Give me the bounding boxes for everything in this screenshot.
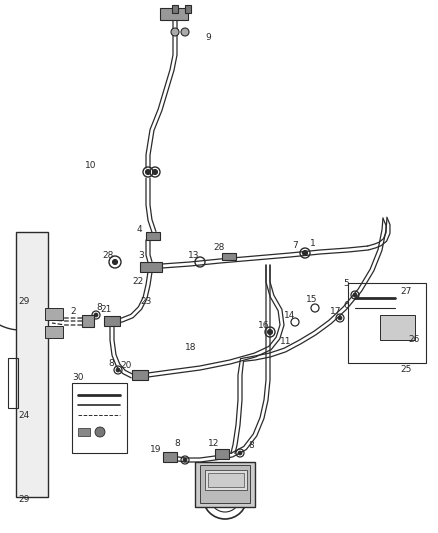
Text: 10: 10	[85, 160, 96, 169]
Bar	[208, 473, 244, 487]
Text: 13: 13	[188, 252, 199, 261]
Bar	[348, 283, 426, 363]
Text: 28: 28	[102, 252, 113, 261]
Bar	[205, 470, 247, 490]
Circle shape	[338, 316, 342, 320]
Text: 8: 8	[248, 441, 254, 450]
Bar	[200, 465, 250, 503]
Bar	[222, 253, 236, 260]
Circle shape	[152, 169, 158, 174]
Text: 30: 30	[72, 374, 84, 383]
Text: 2: 2	[70, 308, 76, 317]
Bar	[172, 5, 178, 13]
Bar	[72, 383, 127, 453]
Text: 15: 15	[306, 295, 318, 304]
Bar	[185, 5, 191, 13]
Bar	[215, 449, 229, 459]
Circle shape	[145, 169, 151, 174]
Bar	[163, 452, 177, 462]
Text: 24: 24	[18, 410, 29, 419]
Text: 9: 9	[205, 34, 211, 43]
Bar	[195, 462, 255, 507]
Text: 22: 22	[132, 278, 143, 287]
Bar	[132, 370, 148, 380]
Text: 8: 8	[174, 439, 180, 448]
Circle shape	[218, 490, 232, 504]
Text: 16: 16	[258, 320, 269, 329]
Bar	[104, 316, 120, 326]
Bar	[82, 315, 94, 327]
Circle shape	[181, 28, 189, 36]
Circle shape	[183, 458, 187, 462]
Circle shape	[238, 451, 242, 455]
Text: 19: 19	[150, 446, 162, 455]
Bar	[16, 232, 48, 497]
Bar	[380, 315, 415, 340]
Text: 25: 25	[400, 366, 411, 375]
Circle shape	[353, 293, 357, 297]
Text: 27: 27	[400, 287, 411, 296]
Text: 26: 26	[408, 335, 419, 344]
Text: 4: 4	[137, 224, 143, 233]
Bar	[45, 308, 63, 320]
Text: 11: 11	[280, 337, 292, 346]
Bar	[8, 358, 18, 408]
Text: 18: 18	[185, 343, 197, 352]
Text: 14: 14	[284, 311, 295, 320]
Text: 28: 28	[213, 244, 224, 253]
Bar	[78, 428, 90, 436]
Circle shape	[95, 427, 105, 437]
Text: 29: 29	[18, 496, 29, 505]
Text: 6: 6	[343, 301, 349, 310]
Text: 1: 1	[310, 238, 316, 247]
Circle shape	[217, 451, 223, 457]
Circle shape	[171, 28, 179, 36]
Text: 5: 5	[343, 279, 349, 287]
Text: 8: 8	[96, 303, 102, 312]
Circle shape	[303, 251, 307, 255]
Circle shape	[94, 313, 98, 317]
Bar	[45, 326, 63, 338]
Text: 3: 3	[138, 252, 144, 261]
Text: 17: 17	[330, 308, 342, 317]
Text: 20: 20	[120, 361, 131, 370]
Circle shape	[113, 260, 117, 264]
Bar	[160, 8, 188, 20]
Text: 21: 21	[100, 305, 111, 314]
Circle shape	[116, 368, 120, 372]
Text: 8: 8	[108, 359, 114, 367]
Bar	[140, 262, 162, 272]
Text: 29: 29	[18, 297, 29, 306]
Text: 23: 23	[140, 297, 152, 306]
Text: 7: 7	[292, 241, 298, 251]
Text: 12: 12	[208, 439, 219, 448]
Bar	[146, 232, 160, 240]
Circle shape	[268, 329, 272, 335]
